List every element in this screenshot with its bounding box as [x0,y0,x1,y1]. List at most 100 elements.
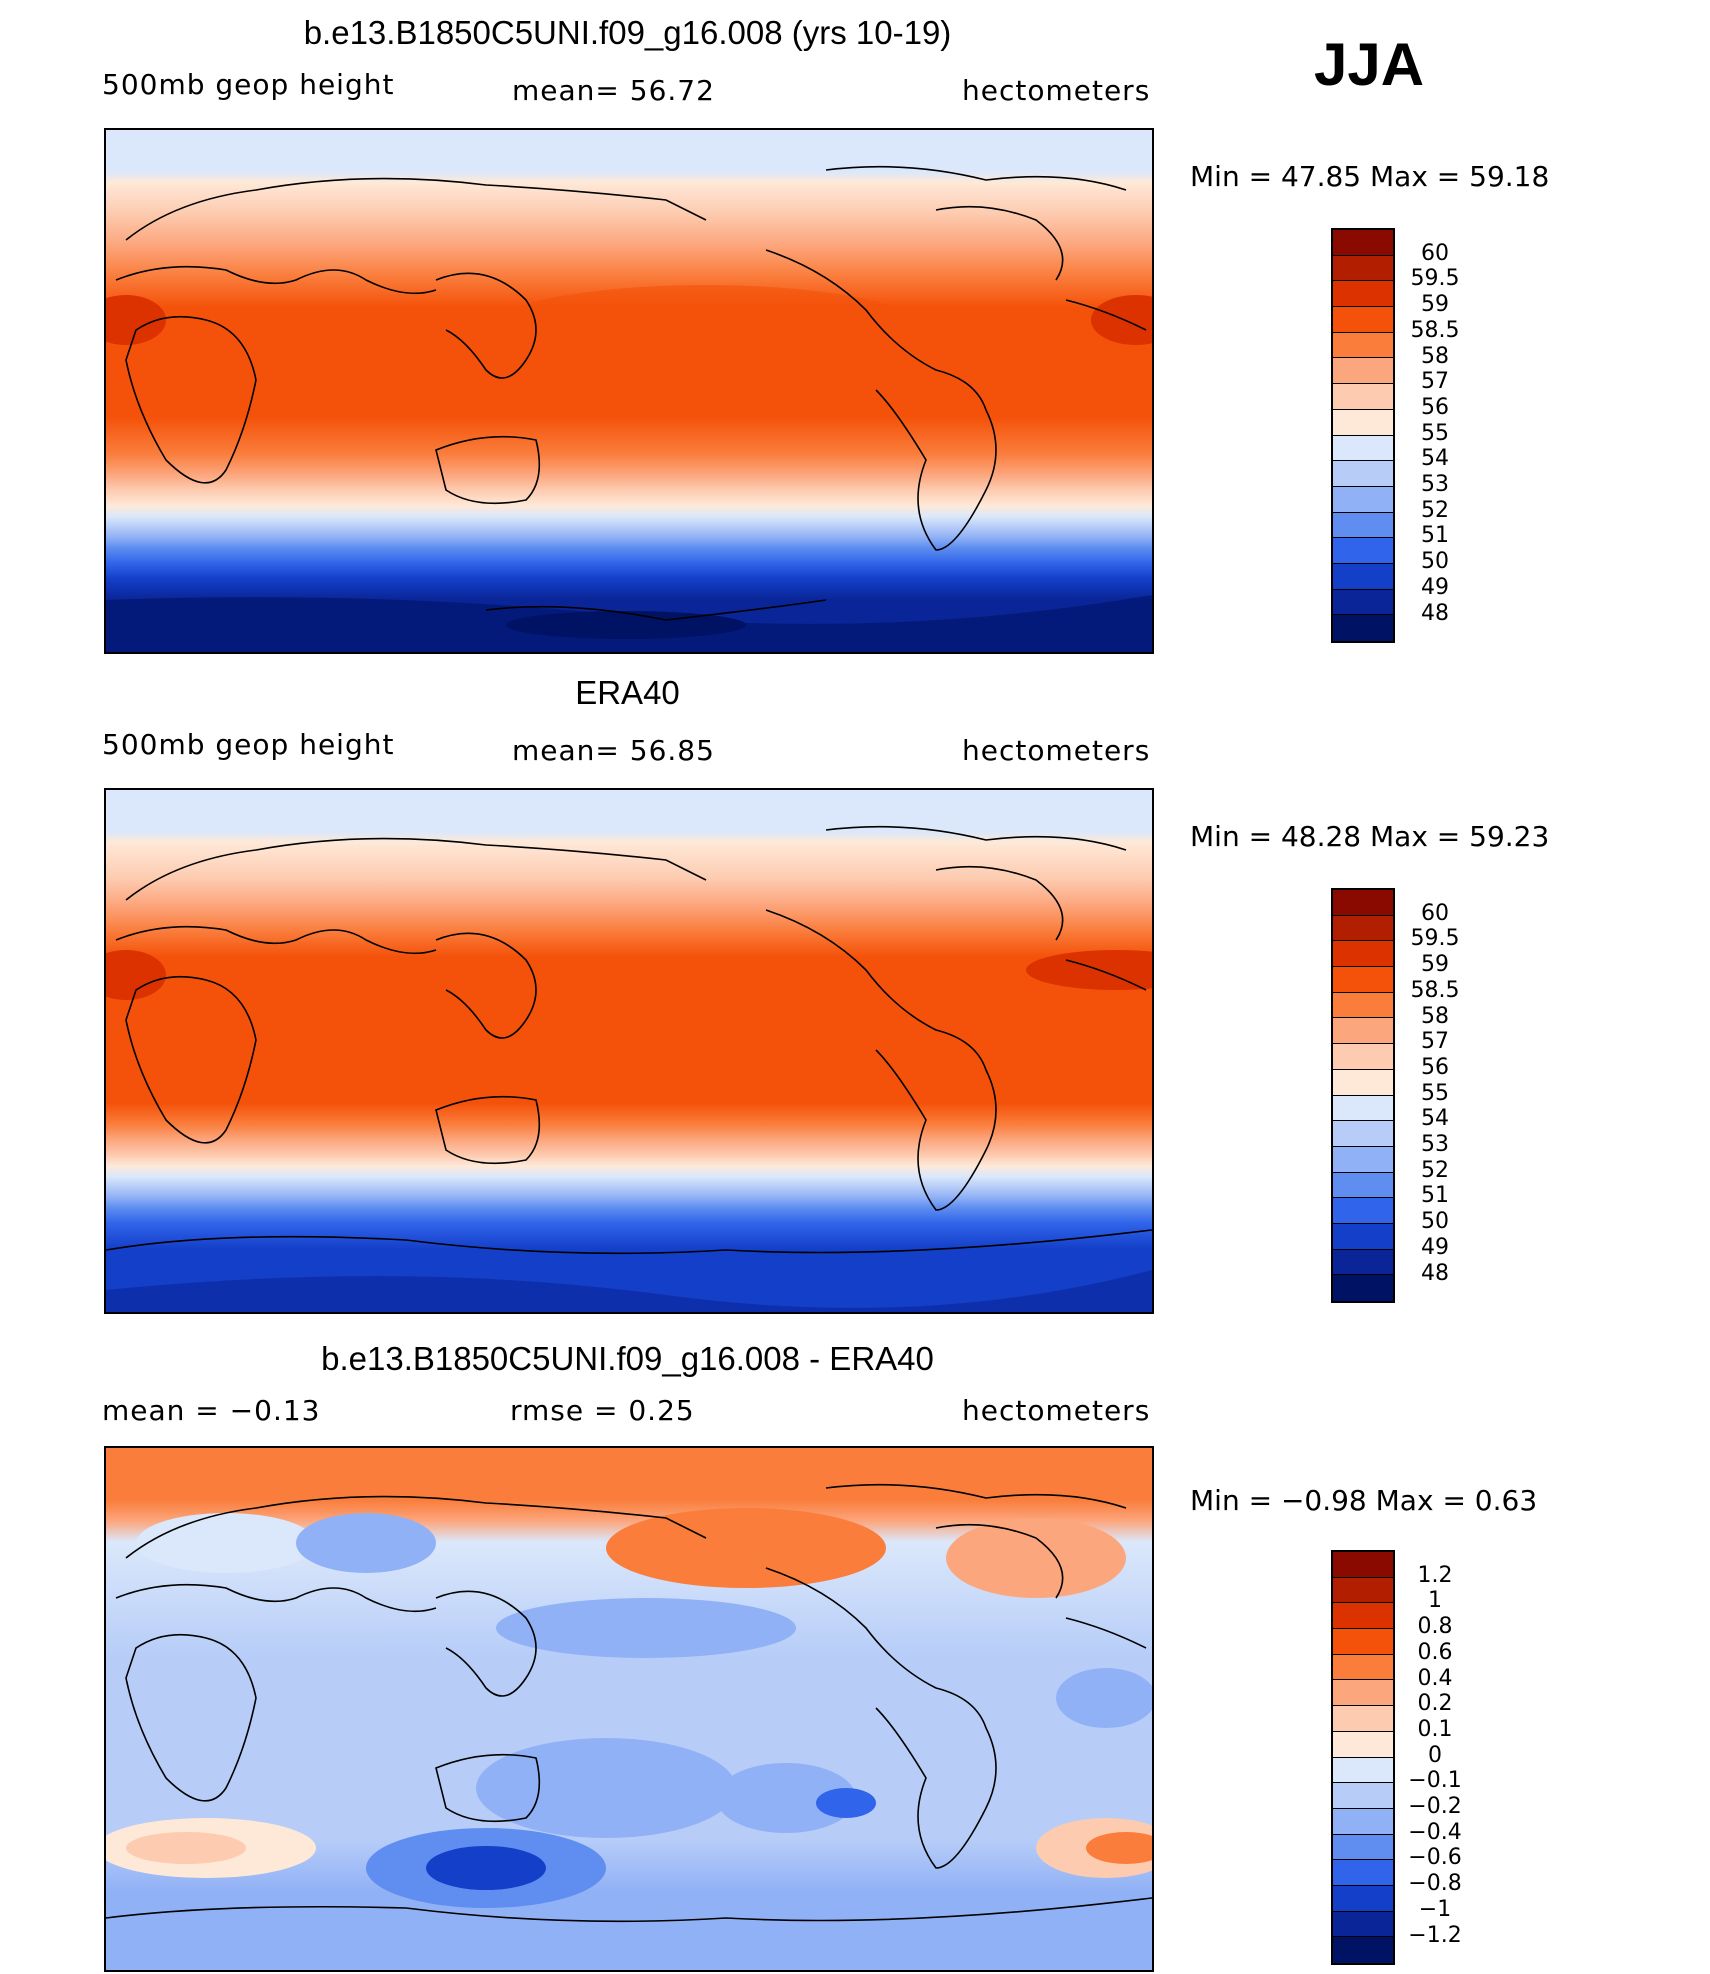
colorbar-label: 58.5 [1410,977,1460,1003]
colorbar-label: −0.8 [1408,1871,1462,1897]
colorbar-box [1333,1885,1393,1912]
colorbar-label: 49 [1421,1234,1449,1260]
colorbar-box [1333,1783,1393,1809]
colorbar-label: 51 [1421,523,1449,549]
colorbar-label: 0 [1428,1742,1442,1768]
colorbar-box [1333,1911,1393,1938]
panel-2-units-label: hectometers [962,734,1151,767]
colorbar-box [1333,890,1393,916]
colorbar-box [1333,1095,1393,1122]
colorbar-label: 50 [1421,1209,1449,1235]
colorbar-box [1333,1018,1393,1045]
colorbar-box [1333,281,1393,308]
panel-1-title: b.e13.B1850C5UNI.f09_g16.008 (yrs 10-19) [303,14,952,51]
colorbar-label: 50 [1421,549,1449,575]
colorbar-label: −0.6 [1408,1845,1462,1871]
panel-1-units-label: hectometers [962,74,1151,107]
panel-3-units-label: hectometers [962,1394,1151,1427]
colorbar-box [1333,1834,1393,1861]
panel-1-colorbar [1331,228,1395,643]
colorbar-label: 49 [1421,574,1449,600]
colorbar-box [1333,1731,1393,1758]
panel-2-minmax: Min = 48.28 Max = 59.23 [1190,820,1550,853]
panel-3-title: b.e13.B1850C5UNI.f09_g16.008 - ERA40 [321,1340,934,1377]
colorbar-label: 58 [1421,343,1449,369]
colorbar-label: 54 [1421,1106,1449,1132]
colorbar-label: −1 [1418,1896,1452,1922]
colorbar-box [1333,1654,1393,1681]
colorbar-box [1333,967,1393,993]
colorbar-label: 0.4 [1417,1665,1453,1691]
colorbar-box [1333,992,1393,1019]
colorbar-box [1333,1249,1393,1276]
colorbar-label: 0.6 [1417,1639,1453,1665]
colorbar-box [1333,1223,1393,1250]
colorbar-box [1333,941,1393,968]
panel-3-map [104,1446,1154,1972]
panel-3-coastlines [106,1483,1152,1923]
colorbar-box [1333,589,1393,616]
colorbar-label: 59.5 [1410,926,1460,952]
panel-1-minmax: Min = 47.85 Max = 59.18 [1190,160,1550,193]
colorbar-label: 58 [1421,1003,1449,1029]
colorbar-label: 56 [1421,1054,1449,1080]
panel-1-coastlines [115,165,1147,621]
colorbar-box [1333,615,1393,641]
colorbar-label: 59 [1421,952,1449,978]
panel-2-coastlines [106,825,1152,1255]
colorbar-box [1333,1146,1393,1173]
colorbar-label: 54 [1421,446,1449,472]
colorbar-label: 48 [1421,600,1449,626]
panel-2-colorbar [1331,888,1395,1303]
colorbar-label: 48 [1421,1260,1449,1286]
colorbar-box [1333,1706,1393,1732]
colorbar-box [1333,230,1393,256]
colorbar-box [1333,461,1393,487]
colorbar-label: −0.4 [1408,1819,1462,1845]
colorbar-box [1333,538,1393,564]
colorbar-box [1333,1603,1393,1630]
colorbar-label: 51 [1421,1183,1449,1209]
colorbar-box [1333,1121,1393,1147]
panel-2-map [104,788,1154,1314]
panel-3-mean-label: mean = −0.13 [102,1394,321,1427]
colorbar-box [1333,1198,1393,1224]
panel-1-mean-label: mean= 56.72 [512,74,715,107]
colorbar-label: 57 [1421,1029,1449,1055]
panel-2-contour-field [106,790,1152,1312]
colorbar-label: 55 [1421,1080,1449,1106]
panel-1-variable-label: 500mb geop height [102,68,395,101]
colorbar-label: 60 [1421,240,1449,266]
colorbar-box [1333,1860,1393,1886]
colorbar-label: 52 [1421,497,1449,523]
colorbar-box [1333,1069,1393,1096]
colorbar-label: −0.1 [1408,1768,1462,1794]
panel-2-mean-label: mean= 56.85 [512,734,715,767]
colorbar-box [1333,1275,1393,1301]
season-label: JJA [1314,31,1425,98]
colorbar-box [1333,384,1393,410]
colorbar-label: 52 [1421,1157,1449,1183]
colorbar-box [1333,409,1393,436]
colorbar-label: 1.2 [1417,1562,1453,1588]
colorbar-label: −1.2 [1408,1922,1462,1948]
panel-1-map [104,128,1154,654]
panel-2-title: ERA40 [575,674,680,711]
colorbar-box [1333,915,1393,942]
panel-3-colorbar [1331,1550,1395,1965]
colorbar-box [1333,563,1393,590]
panel-2-variable-label: 500mb geop height [102,728,395,761]
panel-3-contour-field [106,1448,1152,1970]
colorbar-label: 0.2 [1417,1691,1453,1717]
colorbar-box [1333,486,1393,513]
colorbar-box [1333,307,1393,333]
colorbar-label: 57 [1421,369,1449,395]
colorbar-label: 0.8 [1417,1614,1453,1640]
panel-1-contour-field [106,130,1152,652]
colorbar-box [1333,1808,1393,1835]
colorbar-box [1333,1757,1393,1784]
colorbar-box [1333,255,1393,282]
colorbar-label: 59 [1421,292,1449,318]
colorbar-label: 0.1 [1417,1716,1453,1742]
colorbar-box [1333,512,1393,539]
